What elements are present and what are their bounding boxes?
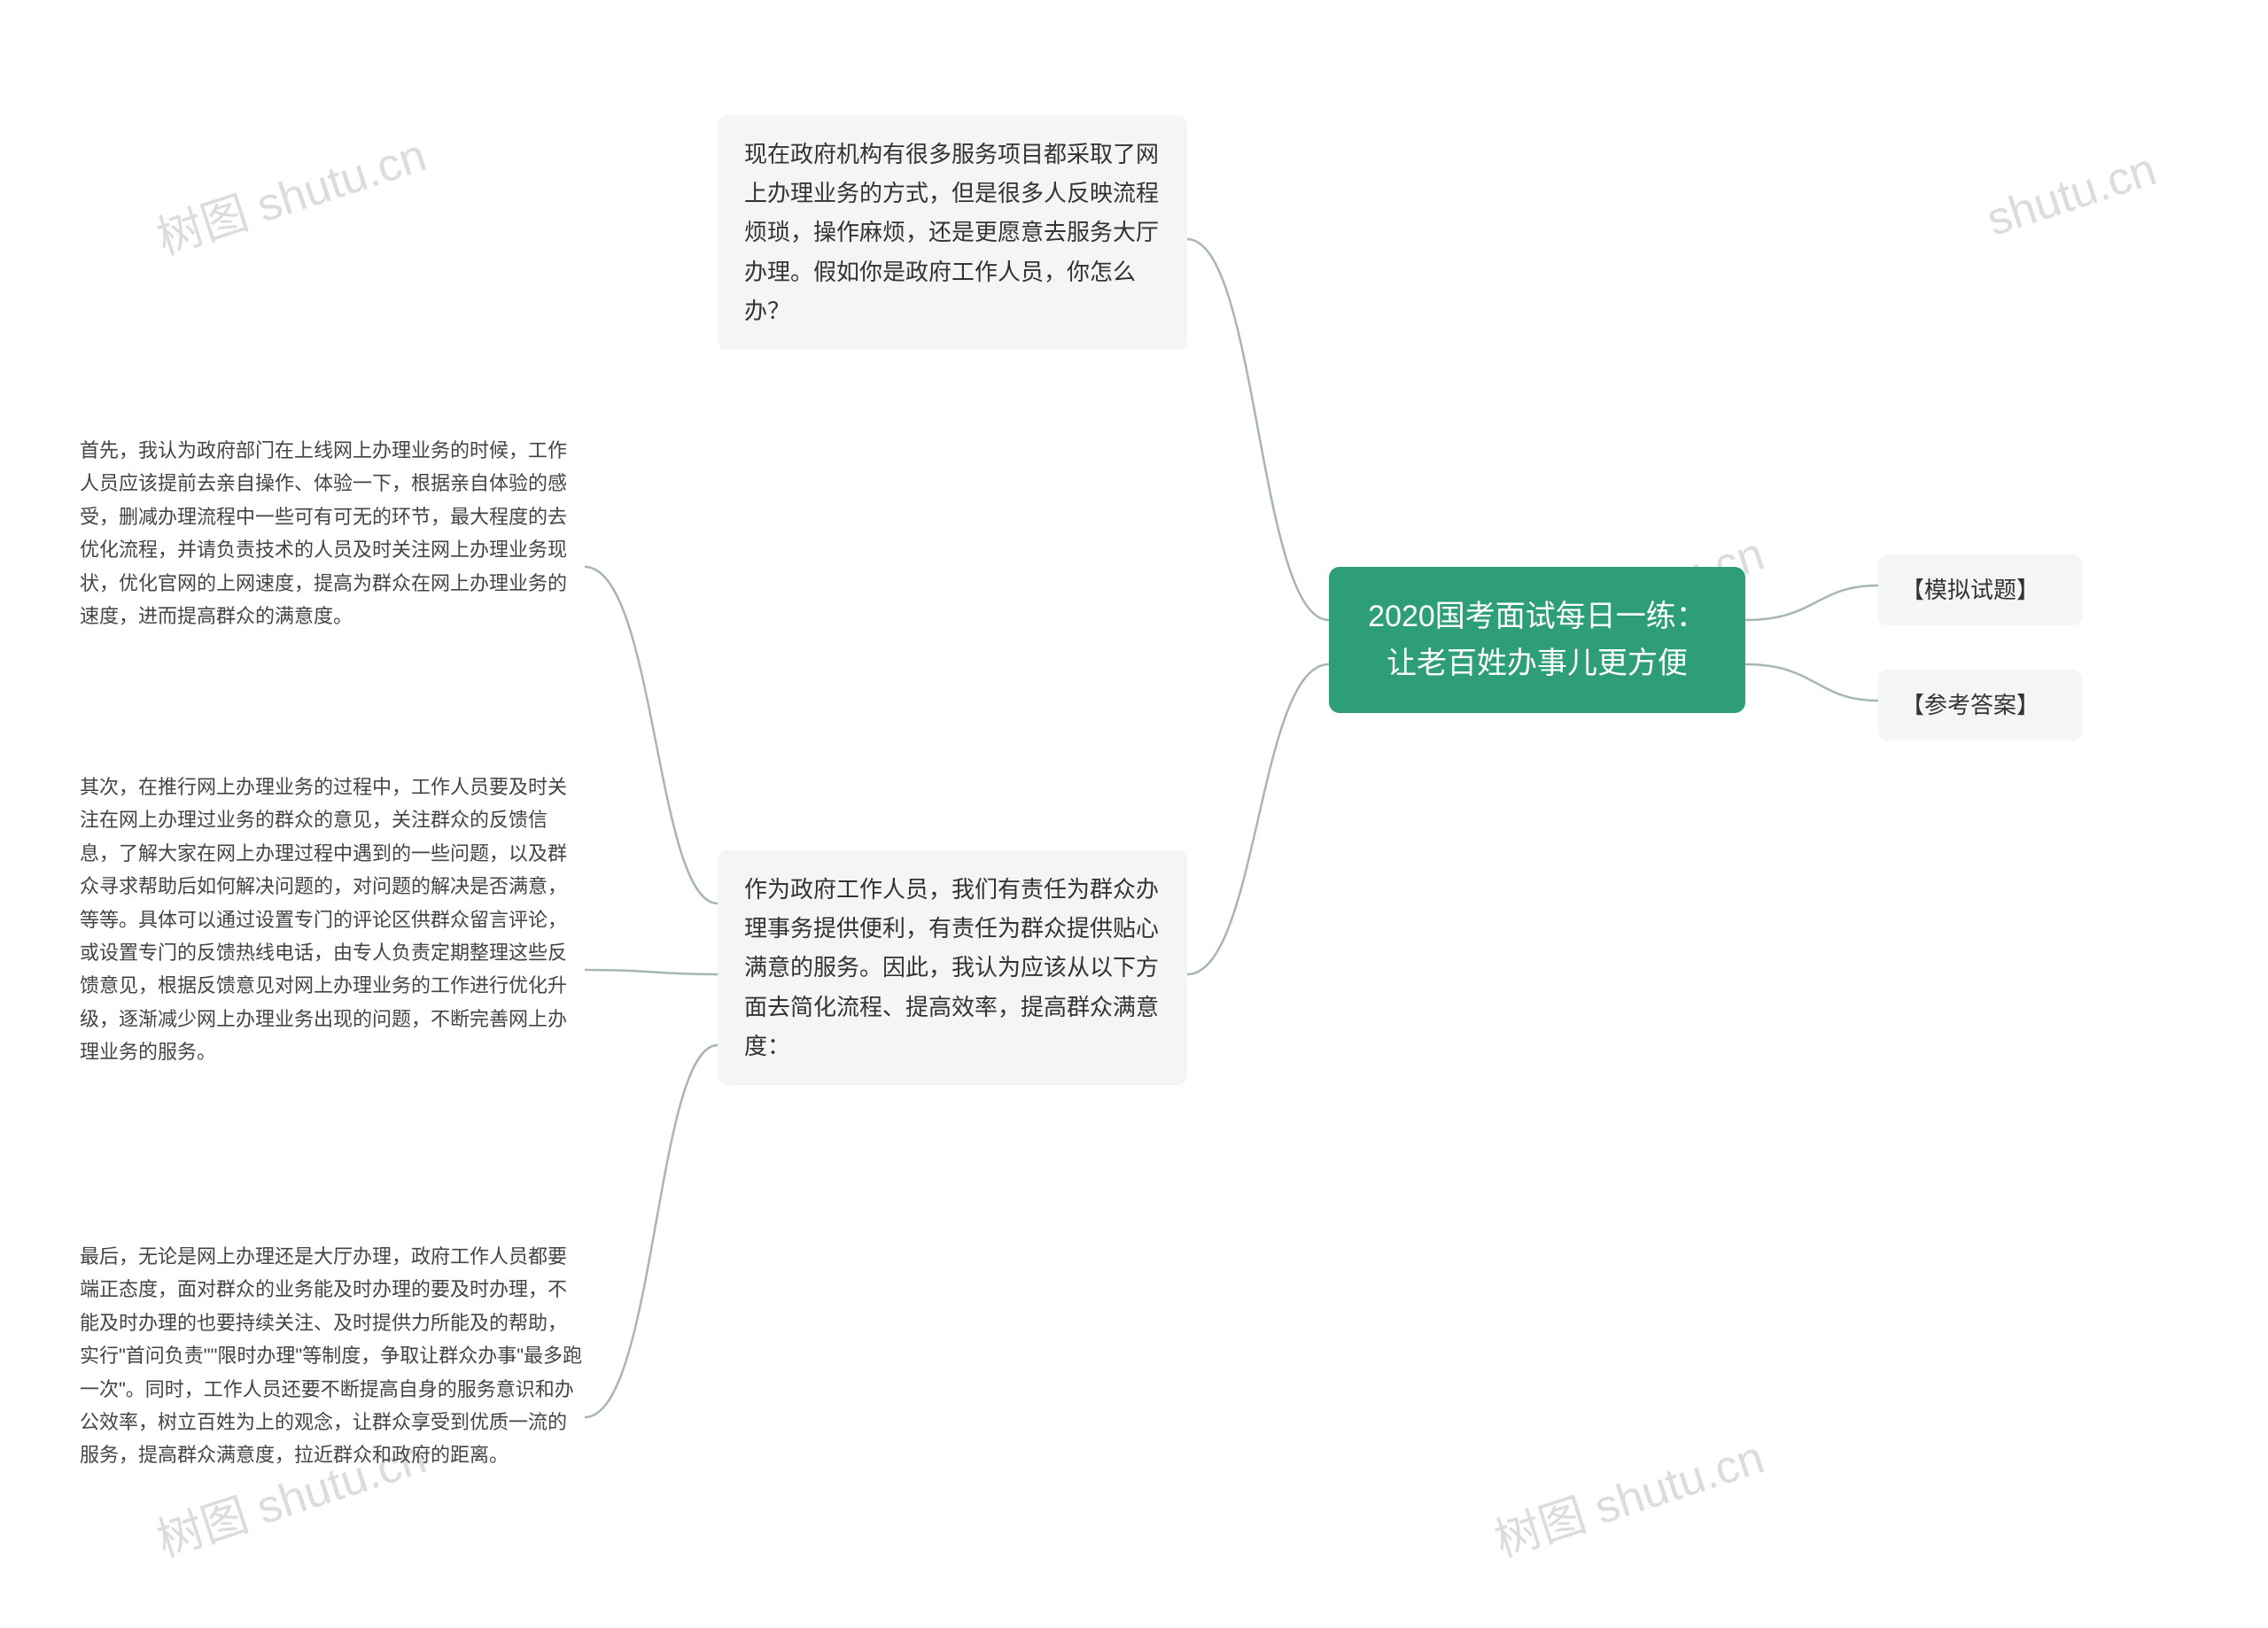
connector-path <box>585 970 718 974</box>
watermark-text: 树图 shutu.cn <box>1485 1420 1771 1570</box>
left-child-text: 现在政府机构有很多服务项目都采取了网上办理业务的方式，但是很多人反映流程烦琐，操… <box>744 141 1159 324</box>
answer-leaf-text: 其次，在推行网上办理业务的过程中，工作人员要及时关注在网上办理过业务的群众的意见… <box>80 776 567 1063</box>
mindmap-canvas: 树图 shutu.cn树图 shutu.cn树图 shutu.cn树图 shut… <box>0 0 2268 1628</box>
right-child-node[interactable]: 【模拟试题】 <box>1878 554 2082 625</box>
connector-path <box>1745 585 1878 620</box>
watermark-text: 树图 shutu.cn <box>147 118 433 267</box>
root-line1: 2020国考面试每日一练： <box>1359 593 1715 640</box>
right-child-label: 【模拟试题】 <box>1901 577 2039 603</box>
root-node[interactable]: 2020国考面试每日一练： 让老百姓办事儿更方便 <box>1329 567 1745 713</box>
left-child-node[interactable]: 作为政府工作人员，我们有责任为群众办理事务提供便利，有责任为群众提供贴心满意的服… <box>718 850 1187 1085</box>
answer-leaf-node[interactable]: 首先，我认为政府部门在上线网上办理业务的时候，工作人员应该提前去亲自操作、体验一… <box>80 434 585 632</box>
answer-leaf-node[interactable]: 其次，在推行网上办理业务的过程中，工作人员要及时关注在网上办理过业务的群众的意见… <box>80 771 585 1069</box>
watermark-text: shutu.cn <box>1981 143 2163 247</box>
connector-path <box>585 1045 718 1417</box>
right-child-node[interactable]: 【参考答案】 <box>1878 670 2082 740</box>
connector-path <box>1187 239 1329 620</box>
answer-leaf-node[interactable]: 最后，无论是网上办理还是大厅办理，政府工作人员都要端正态度，面对群众的业务能及时… <box>80 1240 585 1472</box>
right-child-label: 【参考答案】 <box>1901 692 2039 718</box>
answer-leaf-text: 最后，无论是网上办理还是大厅办理，政府工作人员都要端正态度，面对群众的业务能及时… <box>80 1245 582 1466</box>
root-line2: 让老百姓办事儿更方便 <box>1359 640 1715 687</box>
connector-path <box>1745 664 1878 701</box>
connector-path <box>585 567 718 903</box>
connector-path <box>1187 664 1329 974</box>
left-child-node[interactable]: 现在政府机构有很多服务项目都采取了网上办理业务的方式，但是很多人反映流程烦琐，操… <box>718 115 1187 350</box>
left-child-text: 作为政府工作人员，我们有责任为群众办理事务提供便利，有责任为群众提供贴心满意的服… <box>744 876 1159 1059</box>
answer-leaf-text: 首先，我认为政府部门在上线网上办理业务的时候，工作人员应该提前去亲自操作、体验一… <box>80 439 567 627</box>
